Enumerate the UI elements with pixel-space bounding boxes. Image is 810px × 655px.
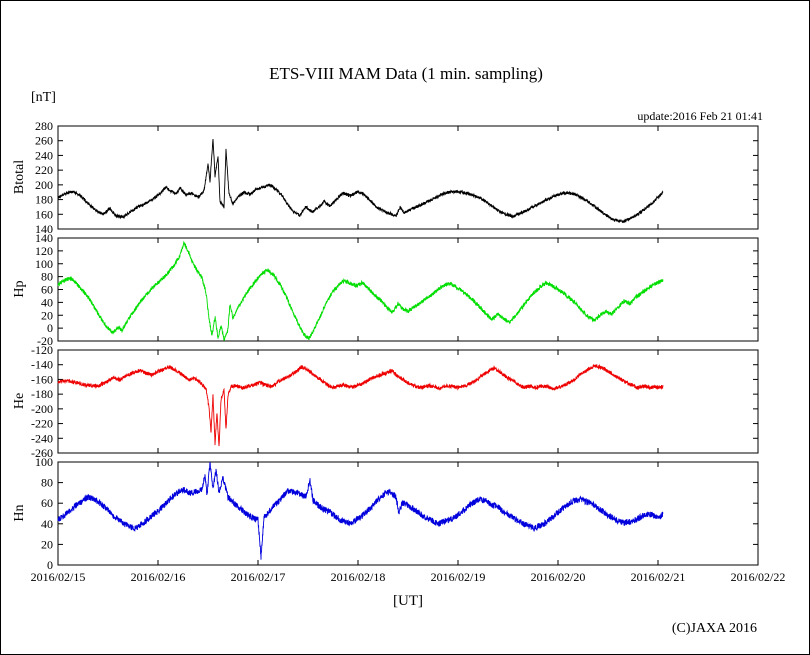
- y-tick-label: 20: [41, 537, 53, 551]
- x-tick-label: 2016/02/19: [431, 570, 486, 584]
- y-tick-label: 260: [35, 134, 53, 148]
- y-tick-label: 100: [35, 455, 53, 469]
- y-tick-label: 160: [35, 207, 53, 221]
- x-tick-label: 2016/02/15: [31, 570, 86, 584]
- y-tick-label: 40: [41, 295, 53, 309]
- x-tick-label: 2016/02/18: [331, 570, 386, 584]
- y-tick-label: -260: [31, 446, 53, 460]
- panel-frame: [57, 125, 759, 230]
- y-tick-label: -240: [31, 431, 53, 445]
- series-he-line: [57, 363, 664, 447]
- copyright-label: (C)JAXA 2016: [671, 621, 757, 636]
- x-tick-label: 2016/02/22: [731, 570, 786, 584]
- y-tick-label: 140: [35, 222, 53, 236]
- x-tick-label: 2016/02/16: [131, 570, 186, 584]
- y-tick-label: -140: [31, 358, 53, 372]
- panel-frame: [57, 349, 759, 454]
- y-tick-label: 100: [35, 257, 53, 271]
- y-tick-label: 0: [47, 558, 53, 572]
- y-tick-label: -200: [31, 402, 53, 416]
- panel-frame: [57, 461, 759, 566]
- update-timestamp: update:2016 Feb 21 01:41: [637, 109, 763, 123]
- y-tick-label: -20: [37, 334, 53, 348]
- y-tick-label: 80: [41, 270, 53, 284]
- x-tick-label: 2016/02/21: [631, 570, 686, 584]
- y-tick-label: 180: [35, 193, 53, 207]
- panel-hn: 0 20 40 60 80 100: [35, 455, 759, 572]
- panel-he: -260-240-220-200-180-160-140-120: [31, 343, 759, 460]
- x-tick-label: 2016/02/17: [231, 570, 286, 584]
- y-tick-label: 20: [41, 308, 53, 322]
- y-tick-label: -180: [31, 387, 53, 401]
- series-hn-line: [57, 461, 664, 560]
- series-btotal-line: [57, 138, 664, 224]
- y-tick-label: -120: [31, 343, 53, 357]
- y-tick-label: 120: [35, 244, 53, 258]
- y-tick-label: 60: [41, 496, 53, 510]
- x-axis-label: [UT]: [393, 593, 423, 609]
- y-tick-label: 140: [35, 231, 53, 245]
- series-hp-line: [57, 240, 664, 342]
- y-tick-label: 0: [47, 321, 53, 335]
- y-tick-label: -220: [31, 417, 53, 431]
- panel-frame: [57, 237, 759, 342]
- page-title: ETS-VIII MAM Data (1 min. sampling): [269, 64, 543, 83]
- y-tick-label: 60: [41, 283, 53, 297]
- y-tick-label: 80: [41, 476, 53, 490]
- y-unit-label: [nT]: [31, 90, 56, 105]
- y-tick-label: 200: [35, 178, 53, 192]
- x-tick-label: 2016/02/20: [531, 570, 586, 584]
- y-tick-label: 40: [41, 517, 53, 531]
- y-tick-label: 220: [35, 163, 53, 177]
- y-tick-label: 240: [35, 148, 53, 162]
- y-tick-label: 280: [35, 119, 53, 133]
- y-tick-label: -160: [31, 372, 53, 386]
